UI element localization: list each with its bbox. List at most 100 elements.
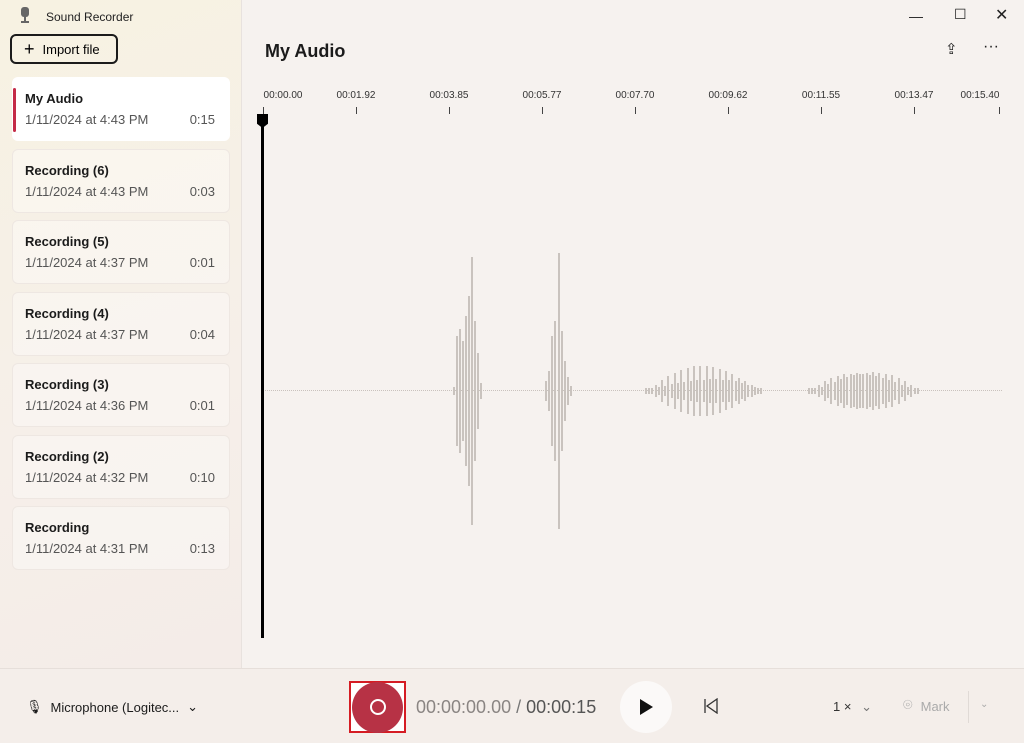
microphone-icon: 🎙︎ [26, 699, 43, 714]
timeline-label: 00:00.00 [263, 90, 303, 101]
recording-date: 1/11/2024 at 4:36 PM [25, 398, 149, 413]
timeline-tick [449, 107, 450, 114]
recording-list-item[interactable]: My Audio 1/11/2024 at 4:43 PM 0:15 [12, 77, 230, 141]
waveform-bar [862, 373, 865, 409]
waveform-bar [453, 387, 455, 395]
waveform-bar [868, 374, 871, 408]
waveform-bar [465, 316, 467, 466]
waveform-bar [760, 388, 763, 394]
waveform-bar [894, 382, 897, 400]
waveform-bar [699, 365, 702, 417]
waveform-bar [689, 381, 692, 401]
waveform-bar [680, 369, 683, 413]
waveform-bar [865, 372, 868, 410]
waveform-bar [811, 388, 814, 394]
recording-date: 1/11/2024 at 4:31 PM [25, 541, 149, 556]
waveform-bar [545, 381, 547, 401]
timeline-tick [356, 107, 357, 114]
waveform-bar [916, 388, 919, 394]
microphone-select[interactable]: 🎙︎ Microphone (Logitec... ⌄ [26, 699, 198, 715]
waveform-bar [480, 383, 482, 399]
waveform-bar [564, 361, 566, 421]
waveform-bar [872, 372, 874, 410]
recording-name: Recording (5) [25, 234, 109, 249]
waveform-bar [741, 382, 743, 400]
recording-name: Recording (6) [25, 162, 109, 178]
timeline-tick [728, 107, 729, 114]
waveform-bar [468, 296, 470, 486]
play-button[interactable] [620, 681, 672, 733]
record-button[interactable] [349, 681, 406, 733]
waveform-bar [913, 388, 916, 394]
waveform-bar [843, 374, 846, 408]
maximize-button[interactable]: ☐ [954, 6, 967, 22]
waveform-bar [567, 377, 569, 405]
waveform-bar [836, 376, 839, 406]
mark-button[interactable]: ⌾ Mark [903, 697, 950, 715]
waveform-bar [664, 385, 667, 397]
skip-to-start-icon[interactable] [703, 698, 719, 714]
waveform-bar [570, 386, 572, 396]
total-time: 00:00:15 [526, 697, 597, 717]
minimize-button[interactable]: — [909, 8, 923, 24]
microphone-label: Microphone (Logitec... [50, 699, 180, 715]
recording-duration: 0:01 [189, 255, 215, 270]
playhead-handle[interactable] [257, 114, 268, 128]
waveform-bar [715, 379, 718, 403]
waveform-bar [846, 377, 849, 405]
waveform-bar [728, 380, 731, 402]
timeline-label: 00:09.62 [708, 90, 748, 101]
timeline-label: 00:13.47 [894, 90, 934, 101]
mark-options-chevron-icon[interactable]: ⌄ [980, 699, 989, 710]
waveform-bar [878, 372, 881, 410]
recording-list-item[interactable]: Recording (4) 1/11/2024 at 4:37 PM 0:04 [12, 291, 230, 356]
waveform-bar [548, 371, 550, 411]
share-icon[interactable]: ⇪ [945, 41, 958, 58]
timeline-tick [635, 107, 636, 114]
recording-duration: 0:04 [189, 326, 215, 342]
recording-list-item[interactable]: Recording (2) 1/11/2024 at 4:32 PM 0:10 [12, 434, 230, 499]
waveform-bar [840, 379, 842, 403]
waveform-bar [471, 257, 473, 525]
waveform-bar [702, 379, 705, 403]
waveform-bar [808, 388, 810, 394]
playback-speed-select[interactable]: 1 × ⌄ [833, 699, 872, 715]
waveform-bar [891, 375, 894, 407]
recording-list-item[interactable]: Recording (5) 1/11/2024 at 4:37 PM 0:01 [12, 220, 230, 284]
import-file-button[interactable]: + Import file [10, 34, 118, 64]
recording-list-item[interactable]: Recording 1/11/2024 at 4:31 PM 0:13 [12, 506, 230, 570]
waveform-bar [645, 388, 647, 394]
timeline-tick [999, 107, 1000, 114]
waveform-bar [814, 388, 817, 394]
app-title: Sound Recorder [46, 10, 134, 24]
waveform-bar [904, 381, 906, 401]
plus-icon: + [24, 39, 35, 59]
more-options-icon[interactable]: ··· [983, 38, 999, 55]
waveform-bar [875, 376, 878, 406]
waveform-bar [561, 331, 563, 451]
waveform-bar [750, 384, 753, 398]
selection-indicator [13, 88, 16, 132]
microphone-app-icon [21, 7, 29, 23]
recording-date: 1/11/2024 at 4:32 PM [25, 469, 149, 485]
waveform-bar [744, 381, 747, 401]
recording-name: My Audio [25, 91, 84, 106]
waveform-bar [737, 377, 740, 405]
close-button[interactable]: ✕ [995, 7, 1009, 24]
waveform-bar [554, 321, 556, 461]
playhead[interactable] [261, 118, 264, 638]
recording-list-item[interactable]: Recording (6) 1/11/2024 at 4:43 PM 0:03 [12, 148, 230, 213]
recording-date: 1/11/2024 at 4:37 PM [25, 255, 149, 270]
waveform-bar [833, 381, 836, 401]
recording-date: 1/11/2024 at 4:37 PM [25, 326, 149, 342]
waveform-bar [696, 380, 699, 402]
recording-list-item[interactable]: Recording (3) 1/11/2024 at 4:36 PM 0:01 [12, 363, 230, 427]
timeline-tick [263, 107, 264, 114]
waveform-bar [757, 388, 759, 394]
waveform-bar [856, 373, 858, 409]
waveform-bar [705, 366, 708, 416]
recording-duration: 0:01 [189, 398, 215, 413]
waveform-bar [910, 384, 913, 398]
recording-date: 1/11/2024 at 4:43 PM [25, 112, 149, 127]
waveform-bar [849, 373, 852, 409]
